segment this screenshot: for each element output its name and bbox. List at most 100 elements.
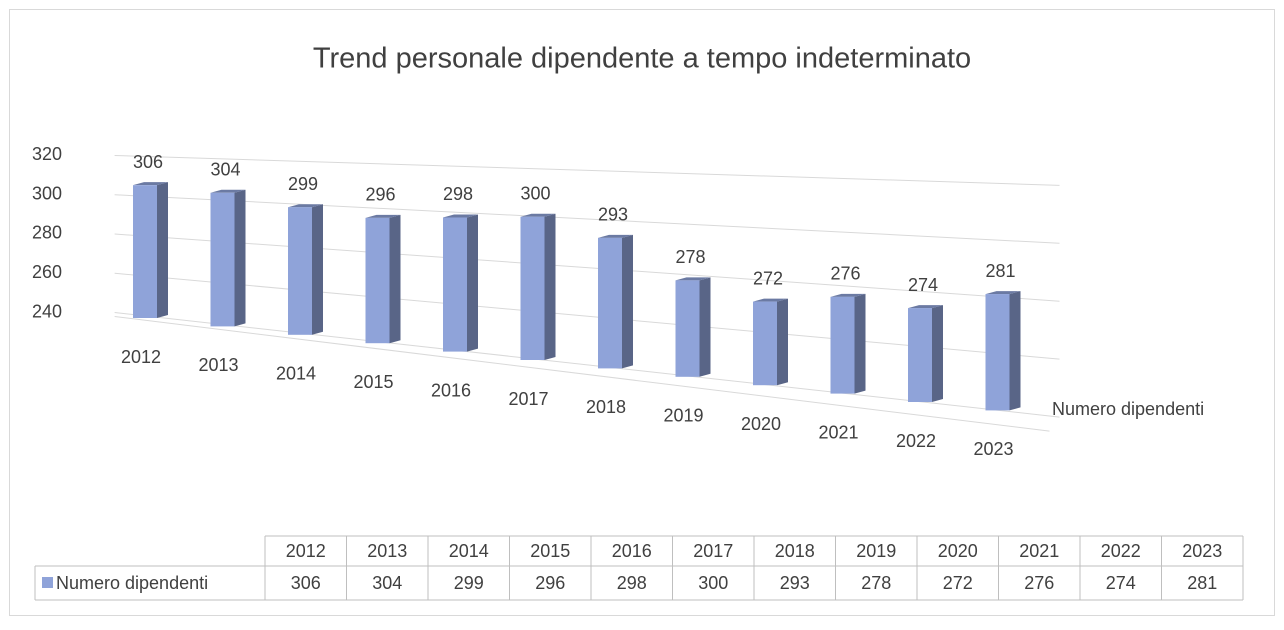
table-value: 298	[617, 573, 647, 593]
bar-face	[598, 237, 622, 369]
bar	[753, 298, 788, 386]
grid-line	[114, 194, 1060, 244]
bar	[830, 293, 866, 394]
table-value: 300	[698, 573, 728, 593]
x-tick-label: 2012	[121, 347, 161, 367]
table-value: 272	[943, 573, 973, 593]
table-value: 276	[1024, 573, 1054, 593]
bar-face	[365, 214, 401, 218]
data-label: 276	[830, 264, 860, 284]
bar-face	[312, 204, 323, 335]
bar-face	[210, 192, 235, 327]
bar-face	[544, 213, 556, 360]
floor-edge	[114, 316, 1050, 432]
x-tick-label: 2014	[276, 364, 316, 384]
bar-face	[288, 207, 312, 335]
series-axis-label: Numero dipendenti	[1052, 399, 1204, 419]
data-label: 299	[288, 174, 318, 194]
bar-face	[622, 234, 633, 369]
bar-face	[210, 189, 246, 193]
bar	[210, 189, 246, 327]
data-label: 298	[443, 184, 473, 204]
y-tick-label: 260	[32, 262, 62, 282]
table-header: 2017	[693, 541, 733, 561]
x-tick-label: 2023	[973, 439, 1013, 459]
data-label: 274	[908, 275, 938, 295]
bar	[598, 234, 633, 369]
bar	[288, 204, 323, 335]
bar-face	[520, 213, 556, 217]
grid-line	[114, 312, 1060, 418]
data-label: 306	[133, 152, 163, 172]
table-header: 2013	[367, 541, 407, 561]
data-label: 272	[753, 268, 783, 288]
bar-face	[985, 291, 1021, 295]
bar-face	[133, 182, 168, 186]
grid-line	[114, 233, 1060, 302]
bar	[908, 305, 943, 402]
table-value: 293	[780, 573, 810, 593]
bar	[520, 213, 556, 360]
table-header: 2014	[449, 541, 489, 561]
x-tick-label: 2013	[198, 355, 238, 375]
data-label: 281	[985, 261, 1015, 281]
table-header: 2021	[1019, 541, 1059, 561]
bar-face	[777, 298, 788, 386]
bar-face	[753, 301, 777, 386]
table-header: 2022	[1101, 541, 1141, 561]
table-header: 2019	[856, 541, 896, 561]
table-value: 304	[372, 573, 402, 593]
bar-face	[389, 214, 401, 344]
x-tick-label: 2022	[896, 431, 936, 451]
table-header: 2020	[938, 541, 978, 561]
x-tick-label: 2019	[663, 406, 703, 426]
bar-face	[675, 277, 711, 281]
grid-line	[114, 272, 1060, 360]
bar-face	[288, 204, 323, 208]
chart-border	[9, 9, 1275, 616]
bar	[443, 214, 478, 352]
table-value: 274	[1106, 573, 1136, 593]
bar-face	[699, 277, 711, 377]
data-label: 293	[598, 205, 628, 225]
bar-face	[443, 217, 467, 352]
bar-face	[908, 305, 943, 309]
table-value: 278	[861, 573, 891, 593]
table-value: 306	[291, 573, 321, 593]
bar-face	[675, 280, 700, 377]
legend-swatch	[42, 577, 53, 588]
legend-label: Numero dipendenti	[56, 573, 208, 593]
bar-face	[157, 182, 168, 318]
grid-line	[114, 154, 1060, 186]
table-header: 2012	[286, 541, 326, 561]
x-tick-label: 2016	[431, 380, 471, 400]
data-label: 296	[365, 185, 395, 205]
y-tick-label: 300	[32, 183, 62, 203]
bar-face	[520, 216, 545, 360]
x-tick-label: 2018	[586, 397, 626, 417]
bar-face	[932, 305, 943, 402]
y-tick-label: 240	[32, 301, 62, 321]
table-header: 2018	[775, 541, 815, 561]
table-header: 2023	[1182, 541, 1222, 561]
bar	[133, 182, 168, 318]
bar-face	[365, 217, 390, 344]
bar	[675, 277, 711, 377]
bar-face	[985, 294, 1010, 411]
table-value: 296	[535, 573, 565, 593]
x-tick-label: 2015	[353, 372, 393, 392]
bar-face	[234, 189, 246, 327]
bar	[365, 214, 401, 344]
bar-face	[753, 298, 788, 302]
data-label: 300	[520, 184, 550, 204]
bar-face	[133, 185, 157, 318]
bar-face	[854, 293, 866, 394]
data-label: 278	[675, 247, 705, 267]
bar-face	[830, 296, 855, 394]
data-label: 304	[210, 160, 240, 180]
bar-face	[443, 214, 478, 218]
x-tick-label: 2021	[818, 422, 858, 442]
bar-face	[598, 234, 633, 238]
x-tick-label: 2017	[508, 389, 548, 409]
